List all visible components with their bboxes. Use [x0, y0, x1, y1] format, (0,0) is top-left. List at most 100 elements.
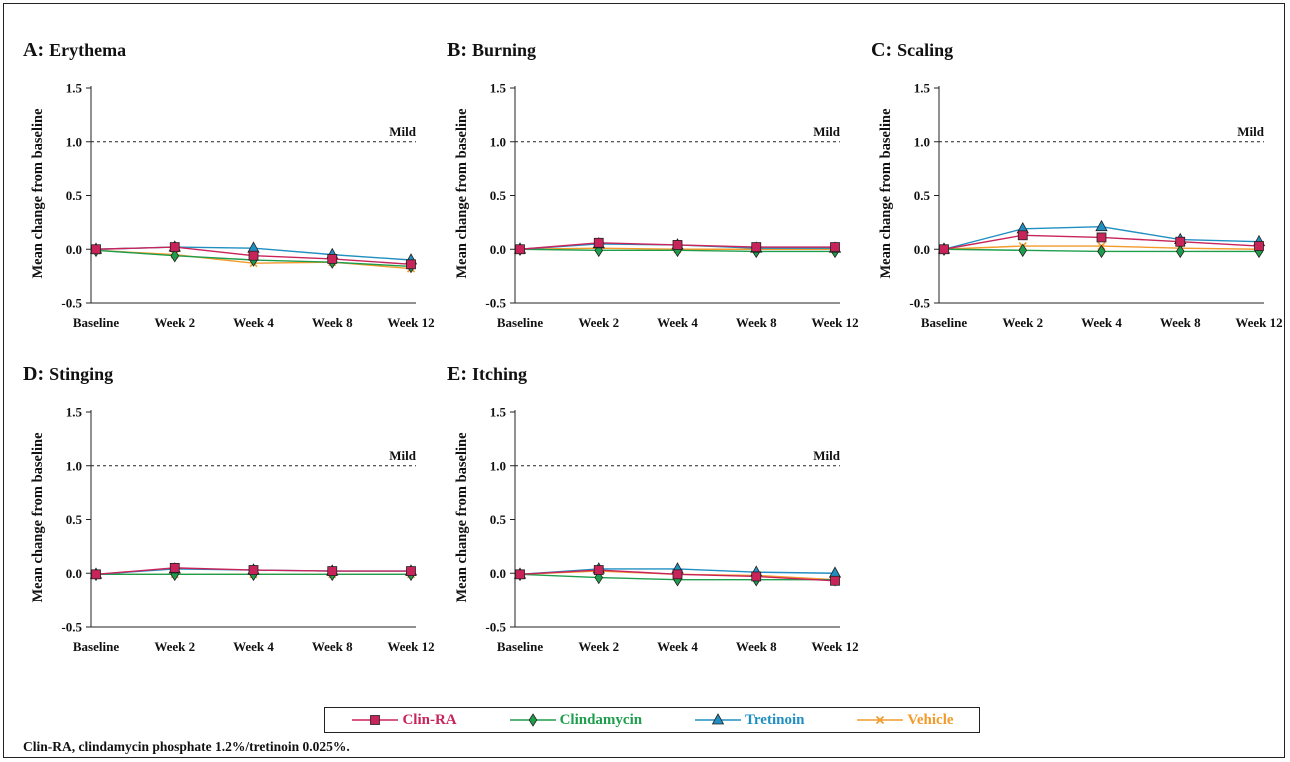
y-tick-label: 1.5	[490, 81, 507, 96]
x-tick-label: Week 4	[657, 315, 698, 330]
legend-label: Clindamycin	[559, 711, 643, 728]
legend-item: Clindamycin	[508, 711, 643, 729]
x-tick-label: Baseline	[921, 315, 967, 330]
data-point-clin-ra	[327, 254, 338, 264]
x-tick-label: Week 12	[387, 639, 434, 654]
data-point-clin-ra	[169, 242, 180, 253]
chart-panel: C: Scaling Mean change from baseline -0.5 0…	[871, 39, 1283, 330]
data-point-clin-ra	[1096, 232, 1107, 243]
charts-canvas: A: Erythema Mean change from baseline -0.5…	[23, 39, 1283, 654]
x-tick-label: Week 12	[387, 315, 434, 330]
legend-label: Tretinoin	[745, 711, 805, 728]
legend-item: Tretinoin	[693, 712, 804, 729]
x-tick-label: Week 8	[736, 315, 777, 330]
y-tick-label: 1.5	[490, 405, 507, 420]
x-tick-label: Week 8	[736, 639, 777, 654]
chart-panel: A: Erythema Mean change from baseline -0.5…	[23, 39, 435, 330]
panel-title-text: Erythema	[49, 40, 126, 60]
y-tick-label: 1.0	[66, 134, 82, 149]
x-tick-label: Week 2	[154, 639, 195, 654]
legend: Clin-RA Clindamycin Tretinoin Vehicle	[324, 707, 980, 733]
x-marker-icon	[857, 715, 904, 725]
data-point-clin-ra	[406, 566, 416, 577]
x-tick-label: Week 2	[578, 315, 619, 330]
data-point-clindamycin	[1097, 244, 1106, 259]
y-tick-label: -0.5	[485, 620, 506, 635]
y-axis-title: Mean change from baseline	[454, 432, 470, 603]
y-axis-title: Mean change from baseline	[454, 108, 470, 279]
data-point-clindamycin	[1018, 243, 1028, 258]
data-point-clin-ra	[248, 250, 259, 261]
square-marker-icon	[352, 715, 399, 725]
data-point-clin-ra	[939, 244, 949, 255]
y-tick-label: 0.5	[490, 188, 507, 203]
data-point-clin-ra	[830, 242, 840, 253]
panel-title: B: Burning	[447, 39, 536, 61]
chart-panel: E: Itching Mean change from baseline -0.5 0…	[447, 363, 859, 654]
panel-title: C: Scaling	[871, 39, 953, 61]
data-point-clin-ra	[672, 569, 683, 580]
legend-item: Vehicle	[855, 711, 954, 729]
y-tick-label: 1.0	[66, 458, 82, 473]
legend-marker	[711, 713, 725, 725]
y-tick-label: -0.5	[61, 296, 82, 311]
panel-letter: A:	[23, 39, 49, 61]
data-point-clin-ra	[515, 569, 525, 580]
data-point-clin-ra	[751, 242, 762, 253]
data-point-clin-ra	[91, 244, 101, 255]
data-point-clin-ra	[248, 565, 259, 575]
y-tick-label: 1.0	[914, 134, 930, 149]
data-point-clindamycin	[1175, 244, 1185, 259]
x-tick-label: Week 2	[154, 315, 195, 330]
data-point-clin-ra	[1254, 241, 1264, 251]
reference-line-label: Mild	[813, 448, 840, 463]
x-tick-label: Week 4	[657, 639, 698, 654]
data-point-clin-ra	[515, 244, 525, 255]
figure-frame: A: Erythema Mean change from baseline -0.5…	[3, 3, 1285, 758]
y-tick-label: 0.0	[66, 242, 82, 257]
y-tick-label: 0.5	[914, 188, 931, 203]
panel-letter: B:	[447, 39, 472, 61]
x-tick-label: Baseline	[497, 639, 543, 654]
data-point-clin-ra	[91, 569, 101, 580]
y-tick-label: 1.0	[490, 458, 506, 473]
panel-title-text: Burning	[472, 40, 536, 60]
x-tick-label: Week 8	[312, 639, 353, 654]
panel-title: D: Stinging	[23, 363, 113, 385]
x-tick-label: Week 12	[811, 315, 858, 330]
legend-marker	[528, 713, 537, 727]
legend-label: Vehicle	[907, 711, 954, 728]
y-tick-label: 0.5	[66, 188, 83, 203]
y-tick-label: 1.5	[66, 81, 83, 96]
y-tick-label: 0.0	[490, 566, 506, 581]
legend-item: Clin-RA	[350, 712, 457, 729]
y-tick-label: 0.5	[66, 512, 83, 527]
reference-line-label: Mild	[389, 448, 416, 463]
data-point-clin-ra	[672, 240, 683, 250]
y-tick-label: -0.5	[909, 296, 930, 311]
chart-panel: B: Burning Mean change from baseline -0.5 0…	[447, 39, 859, 330]
data-point-tretinoin	[828, 566, 842, 578]
data-point-clin-ra	[1017, 230, 1028, 241]
diamond-marker-icon	[509, 713, 556, 727]
data-point-clin-ra	[593, 237, 604, 248]
chart-panel: D: Stinging Mean change from baseline -0.5…	[23, 363, 435, 654]
data-point-clin-ra	[406, 259, 416, 270]
y-axis-title: Mean change from baseline	[30, 108, 46, 279]
x-tick-label: Week 4	[233, 315, 274, 330]
y-tick-label: 0.5	[490, 512, 507, 527]
panel-letter: C:	[871, 39, 897, 61]
y-tick-label: 0.0	[914, 242, 930, 257]
y-tick-label: 0.0	[490, 242, 506, 257]
data-point-clin-ra	[327, 566, 338, 577]
x-tick-label: Week 4	[1081, 315, 1122, 330]
triangle-marker-icon	[695, 713, 742, 725]
data-point-clin-ra	[593, 565, 604, 575]
x-tick-label: Week 12	[811, 639, 858, 654]
data-point-tretinoin	[247, 241, 260, 253]
legend-marker	[876, 715, 885, 725]
panel-title-text: Itching	[472, 364, 527, 384]
x-tick-label: Baseline	[73, 315, 119, 330]
data-point-clin-ra	[1175, 236, 1186, 247]
panel-title: A: Erythema	[23, 39, 126, 61]
